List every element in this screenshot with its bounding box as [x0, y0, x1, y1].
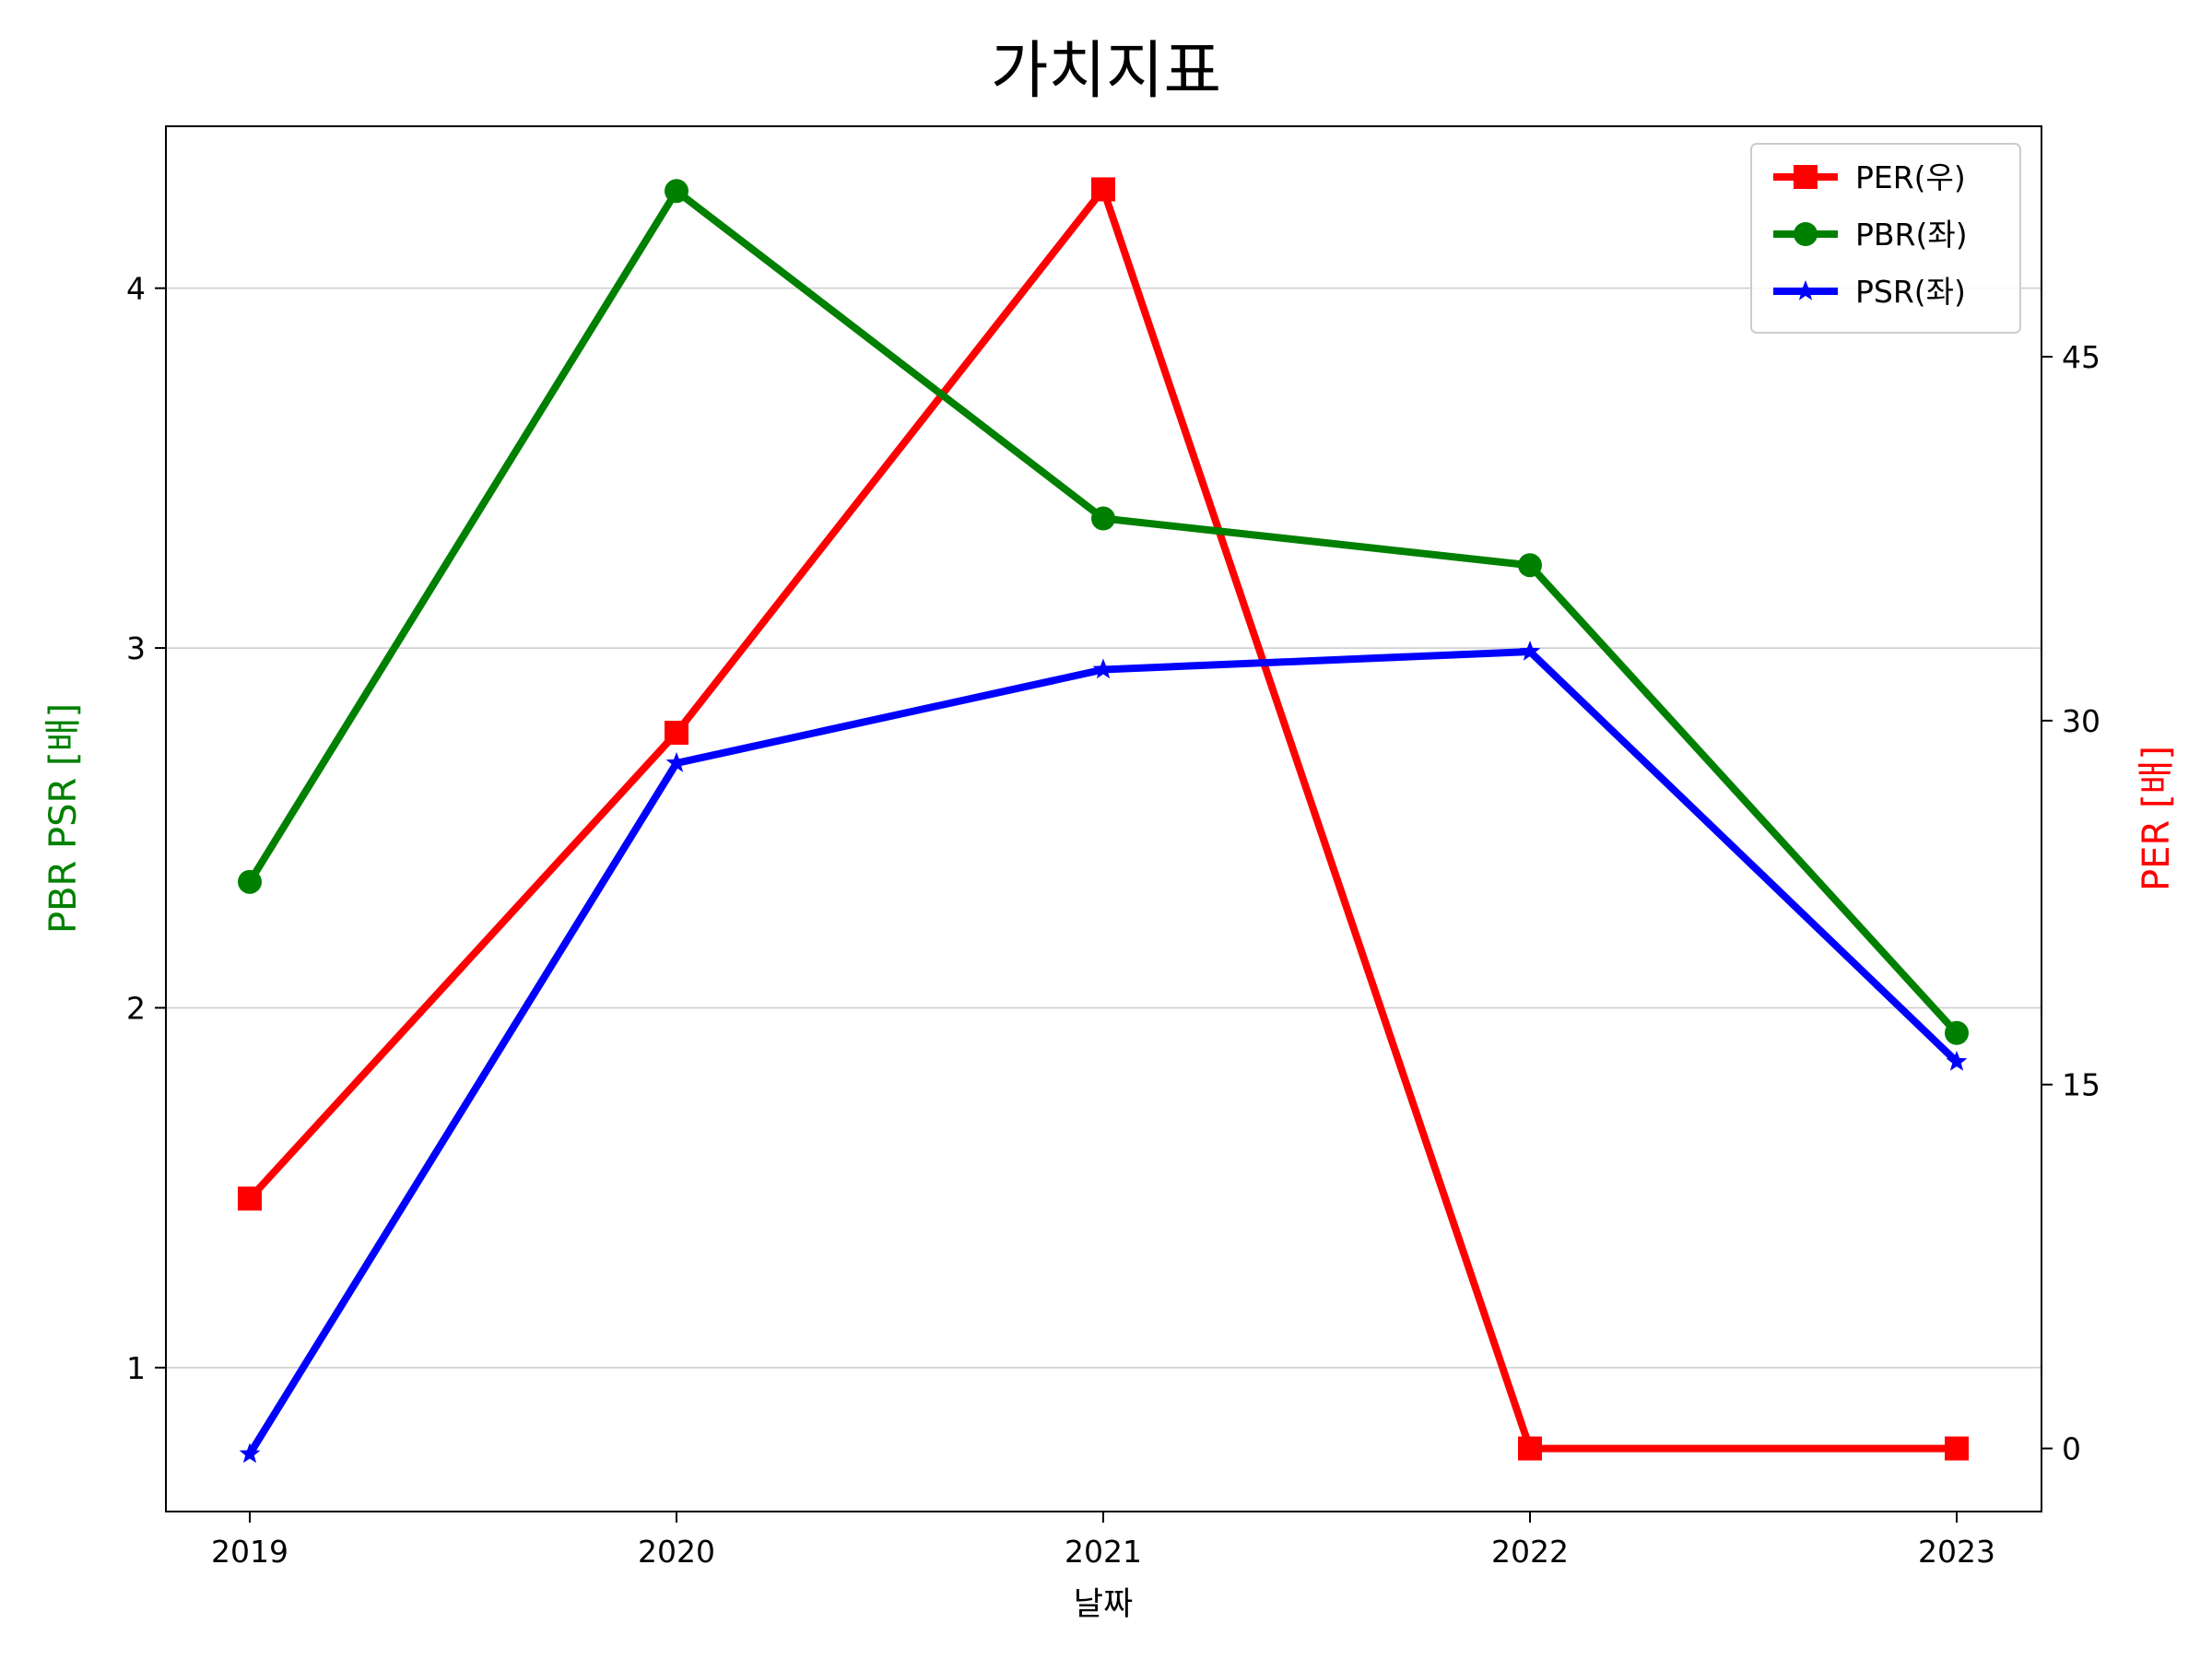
right-tick-label: 15 — [2062, 1067, 2100, 1103]
legend-item: PSR(좌) — [1773, 274, 1966, 310]
axes-layer: 1 2 3 4 0 15 30 45 2019 2020 2021 2022 2023 — [126, 271, 2100, 1570]
left-tick-label: 3 — [126, 630, 146, 666]
x-tick-label: 2023 — [1918, 1534, 1995, 1570]
legend-marker — [1794, 222, 1818, 246]
x-tick-label: 2022 — [1491, 1534, 1569, 1570]
grid-layer — [166, 287, 2041, 1369]
data-point — [665, 179, 688, 204]
data-point — [1092, 658, 1114, 679]
data-point — [1946, 1051, 1968, 1071]
x-tick-label: 2019 — [211, 1534, 288, 1570]
x-tick-label: 2020 — [638, 1534, 715, 1570]
chart-title: 가치지표 — [991, 35, 1221, 108]
data-point — [1091, 177, 1115, 202]
legend-item: PBR(좌) — [1773, 217, 1968, 253]
data-point — [665, 752, 688, 772]
right-tick-label: 30 — [2062, 703, 2100, 739]
series-PER(우) — [238, 177, 1969, 1461]
data-point — [1091, 506, 1115, 531]
series-PBR(좌) — [238, 179, 1969, 1045]
data-point — [665, 721, 688, 746]
legend-marker — [1794, 165, 1818, 189]
legend: PER(우) PBR(좌) PSR(좌) — [1750, 143, 2021, 334]
data-point — [1518, 1436, 1542, 1461]
right-tick-label: 0 — [2062, 1431, 2081, 1467]
data-point — [238, 1186, 262, 1211]
data-point — [239, 1442, 261, 1464]
legend-box — [1750, 143, 2021, 334]
data-point — [1945, 1020, 1969, 1045]
legend-label: PBR(좌) — [1855, 217, 1968, 253]
series-layer — [238, 177, 1969, 1464]
left-axis-label: PBR PSR [배] — [42, 703, 85, 934]
left-tick-label: 2 — [126, 990, 146, 1026]
series-PSR(좌) — [239, 641, 1968, 1464]
x-tick-label: 2021 — [1065, 1534, 1142, 1570]
x-axis-label: 날짜 — [1074, 1586, 1133, 1623]
left-tick-label: 1 — [126, 1350, 146, 1386]
legend-marker — [1794, 280, 1817, 300]
data-point — [1518, 553, 1542, 578]
data-point — [238, 869, 262, 894]
data-point — [1519, 641, 1541, 661]
legend-label: PER(우) — [1855, 159, 1966, 195]
left-tick-label: 4 — [126, 271, 146, 307]
data-point — [1945, 1436, 1969, 1461]
right-axis-label: PER [배] — [2136, 746, 2178, 891]
legend-item: PER(우) — [1773, 159, 1966, 195]
right-tick-label: 45 — [2062, 339, 2100, 375]
legend-label: PSR(좌) — [1855, 274, 1966, 310]
